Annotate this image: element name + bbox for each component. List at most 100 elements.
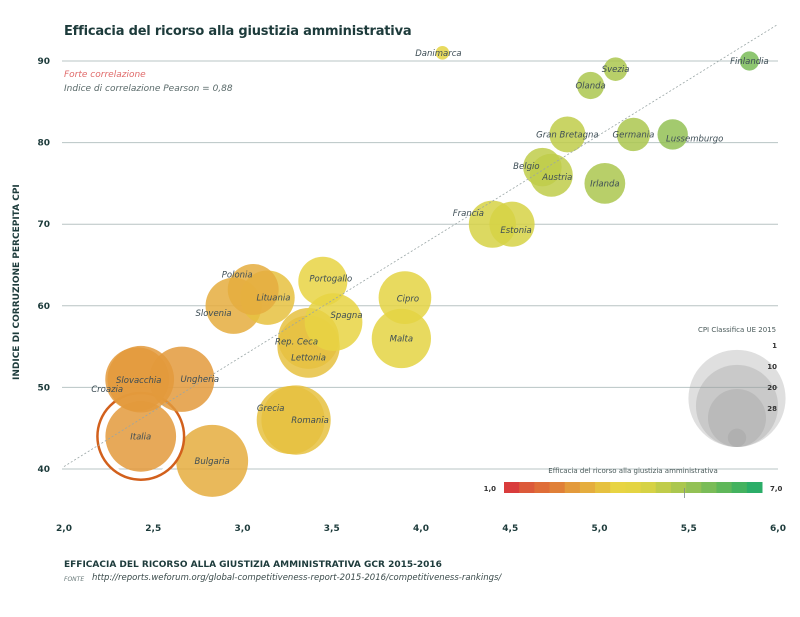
correlation-index: Indice di correlazione Pearson = 0,88 bbox=[64, 84, 233, 94]
y-axis-ticks: 40 50 60 70 80 90 bbox=[37, 57, 50, 475]
color-swatch bbox=[610, 482, 626, 493]
bubble bbox=[739, 51, 760, 71]
size-legend-label: 1 bbox=[772, 342, 777, 350]
size-legend-circle bbox=[707, 388, 767, 447]
trend-line bbox=[63, 23, 779, 467]
bubble-label: Portogallo bbox=[309, 274, 352, 284]
bubble bbox=[549, 116, 586, 153]
size-legend-label: 20 bbox=[767, 384, 777, 392]
color-legend-title: Efficacia del ricorso alla giustizia amm… bbox=[548, 467, 717, 475]
bubble bbox=[304, 293, 363, 351]
bubble-labels: Danimarca Finlandia Svezia Olanda Lussemburg… bbox=[91, 49, 768, 467]
bubble-label: Lussemburgo bbox=[666, 134, 723, 144]
color-swatch bbox=[655, 482, 672, 493]
x-tick-label: 5,5 bbox=[681, 524, 697, 534]
color-swatch bbox=[519, 482, 535, 493]
bubble bbox=[584, 163, 626, 204]
x-tick-label: 4,5 bbox=[502, 524, 518, 534]
bubble-label: Romania bbox=[291, 416, 329, 426]
bubble-label: Svezia bbox=[602, 65, 630, 75]
source-label: Fonte bbox=[64, 576, 85, 583]
x-axis-title: EFFICACIA DEL RICORSO ALLA GIUSTIZIA AMM… bbox=[64, 560, 442, 570]
bubble-label: Lituania bbox=[256, 294, 290, 304]
bubble-label: Danimarca bbox=[415, 49, 461, 59]
color-swatch bbox=[716, 482, 733, 493]
color-swatch bbox=[595, 482, 611, 493]
size-legend-circle bbox=[695, 364, 779, 447]
bubble-label: Polonia bbox=[222, 270, 253, 280]
bubble bbox=[227, 264, 279, 315]
color-swatch bbox=[579, 482, 596, 493]
bubble bbox=[576, 71, 605, 100]
y-tick-label: 80 bbox=[37, 139, 50, 149]
color-legend: Efficacia del ricorso alla giustizia amm… bbox=[484, 467, 783, 498]
color-swatch bbox=[625, 482, 642, 493]
bubble bbox=[149, 346, 215, 412]
color-swatch bbox=[746, 482, 763, 493]
bubble-label: Italia bbox=[130, 432, 151, 442]
y-tick-label: 90 bbox=[37, 57, 50, 67]
bubble-label: Slovacchia bbox=[116, 376, 162, 386]
bubble bbox=[616, 117, 651, 152]
bubble-label: Belgio bbox=[513, 162, 539, 172]
correlation-label: Forte correlazione bbox=[64, 70, 146, 80]
color-swatch bbox=[640, 482, 657, 493]
color-swatch bbox=[504, 482, 520, 493]
x-axis-ticks: 2,0 2,5 3,0 3,5 4,0 4,5 5,0 5,5 6,0 bbox=[56, 524, 786, 534]
bubble bbox=[256, 386, 325, 455]
size-legend-label: 28 bbox=[767, 405, 777, 413]
size-legend-title: CPI Classifica UE 2015 bbox=[698, 326, 776, 334]
bubble-label: Austria bbox=[541, 173, 572, 183]
bubble-label: Lettonia bbox=[291, 354, 326, 364]
source-link[interactable]: http://reports.weforum.org/global-compet… bbox=[92, 573, 502, 583]
x-tick-label: 2,5 bbox=[145, 524, 161, 534]
y-tick-label: 70 bbox=[37, 220, 50, 230]
x-tick-label: 3,5 bbox=[324, 524, 340, 534]
bubble-label: Slovenia bbox=[195, 309, 231, 319]
x-tick-label: 3,0 bbox=[235, 524, 251, 534]
x-tick-label: 5,0 bbox=[592, 524, 608, 534]
bubble-label: Estonia bbox=[500, 226, 531, 236]
bubble-label: Croazia bbox=[91, 385, 123, 395]
bubble-label: Germania bbox=[613, 130, 655, 140]
color-swatch bbox=[686, 482, 702, 493]
bubble bbox=[176, 424, 249, 497]
x-tick-label: 6,0 bbox=[770, 524, 786, 534]
y-tick-label: 40 bbox=[37, 465, 50, 475]
color-swatch bbox=[549, 482, 566, 493]
color-legend-min: 1,0 bbox=[484, 485, 497, 493]
bubbles bbox=[96, 46, 760, 497]
bubble-label: Gran Bretagna bbox=[536, 130, 598, 140]
color-swatch bbox=[564, 482, 581, 493]
y-tick-label: 60 bbox=[37, 302, 50, 312]
bubble-label: Spagna bbox=[331, 311, 363, 321]
chart-title: Efficacia del ricorso alla giustizia amm… bbox=[64, 24, 412, 39]
x-tick-label: 4,0 bbox=[413, 524, 429, 534]
size-legend: CPI Classifica UE 2015 1 10 20 28 bbox=[688, 326, 786, 447]
bubble-label: Cipro bbox=[397, 295, 419, 305]
bubble-label: Finlandia bbox=[730, 57, 769, 67]
size-legend-circle bbox=[688, 349, 786, 447]
bubble bbox=[105, 347, 170, 412]
bubble-label: Malta bbox=[390, 334, 413, 344]
size-legend-label: 10 bbox=[767, 363, 777, 371]
color-swatch bbox=[670, 482, 687, 493]
bubble bbox=[603, 57, 628, 81]
size-legend-circle bbox=[727, 428, 747, 447]
color-swatch bbox=[534, 482, 551, 493]
bubble-label: Francia bbox=[453, 209, 484, 219]
bubble bbox=[523, 147, 562, 187]
bubble-label: Grecia bbox=[257, 404, 285, 414]
y-tick-label: 50 bbox=[37, 383, 50, 393]
bubble bbox=[378, 271, 432, 324]
bubble bbox=[489, 201, 535, 247]
bubble bbox=[657, 119, 688, 150]
bubble bbox=[105, 401, 177, 472]
color-swatch bbox=[731, 482, 748, 493]
bubble bbox=[435, 46, 450, 60]
bubble-label: Irlanda bbox=[590, 179, 620, 189]
color-swatch bbox=[701, 482, 717, 493]
bubble-label: Olanda bbox=[575, 81, 605, 91]
x-tick-label: 2,0 bbox=[56, 524, 72, 534]
